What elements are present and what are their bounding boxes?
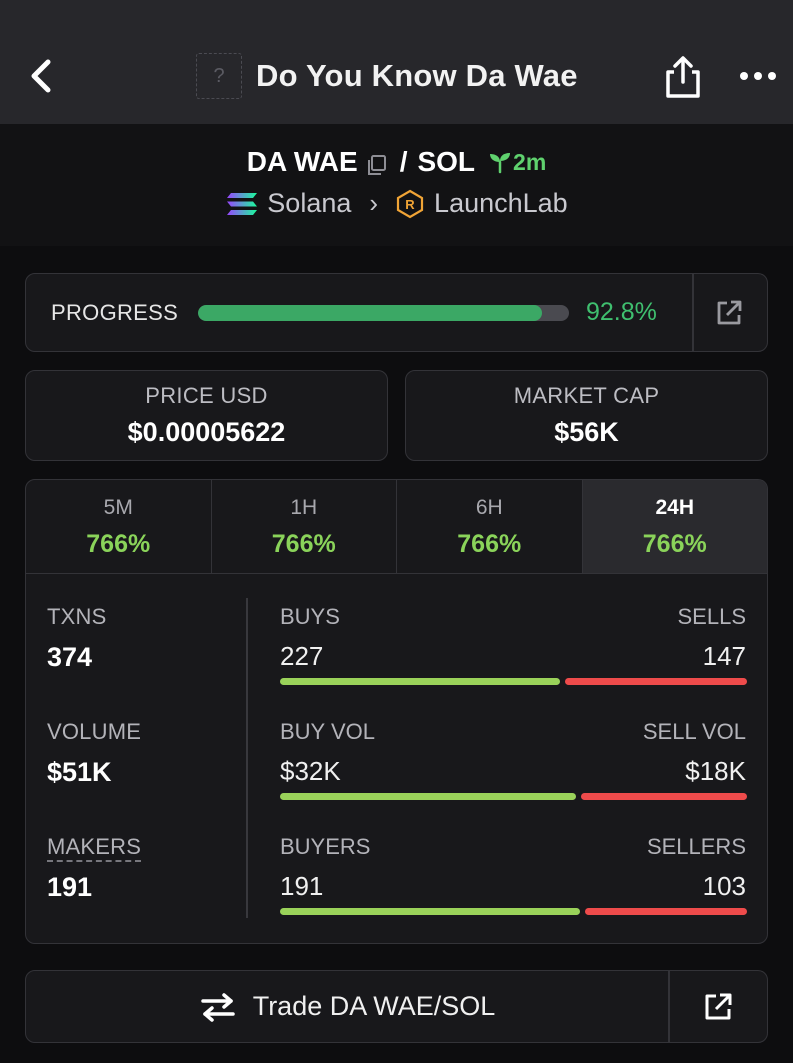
makers-label-text: MAKERS (47, 834, 142, 862)
market-cap-label: MARKET CAP (513, 383, 660, 408)
stats-card: 5M 766% 1H 766% 6H 766% 24H 766% TXNS 37… (25, 479, 768, 944)
svg-text:R: R (405, 197, 415, 212)
pair-header: DA WAE / SOL 2m (0, 124, 793, 246)
market-cap-card: MARKET CAP $56K (405, 370, 768, 461)
share-icon (666, 56, 700, 98)
buy-vol-label: BUY VOL (280, 719, 375, 744)
sellers-ratio-fill (585, 908, 747, 915)
chevron-right-icon: › (369, 188, 379, 218)
pair-separator: / (399, 146, 408, 177)
chevron-left-icon (31, 59, 51, 93)
price-label: PRICE USD (145, 383, 268, 408)
swap-arrows-icon (200, 992, 235, 1022)
sellers-label: SELLERS (646, 834, 746, 859)
tab-change: 766% (271, 530, 336, 558)
quote-symbol: SOL (417, 146, 476, 177)
timeframe-tabs: 5M 766% 1H 766% 6H 766% 24H 766% (26, 480, 767, 574)
buys-label: BUYS (280, 604, 340, 629)
tab-label: 5M (103, 496, 133, 519)
buyers-label: BUYERS (280, 834, 371, 859)
buys-ratio-fill (280, 678, 561, 685)
tab-1h[interactable]: 1H 766% (212, 480, 397, 573)
progress-bar (198, 305, 569, 321)
pair-age: 2m (487, 149, 546, 176)
back-button[interactable] (22, 52, 62, 98)
pair-age-text: 2m (513, 148, 547, 175)
txns-label: TXNS (47, 604, 107, 629)
metrics-divider (246, 598, 248, 918)
sells-ratio-fill (565, 678, 747, 685)
price-card: PRICE USD $0.00005622 (25, 370, 388, 461)
tab-5m[interactable]: 5M 766% (26, 480, 212, 573)
buy-vol-value: $32K (280, 756, 341, 786)
makers-ratio-bar (280, 908, 747, 915)
tab-label: 6H (475, 496, 503, 519)
page-title: Do You Know Da Wae (256, 58, 578, 93)
external-link-icon (717, 300, 742, 325)
sell-vol-value: $18K (685, 756, 746, 786)
trade-divider (668, 971, 670, 1042)
sellers-value: 103 (702, 871, 746, 901)
makers-value: 191 (47, 872, 93, 902)
volume-label: VOLUME (47, 719, 142, 744)
top-bar: ? Do You Know Da Wae (0, 0, 793, 124)
makers-label[interactable]: MAKERS (47, 834, 142, 862)
buyers-ratio-fill (280, 908, 581, 915)
external-link-icon (705, 993, 732, 1020)
tab-6h[interactable]: 6H 766% (397, 480, 583, 573)
progress-card: PROGRESS 92.8% (25, 273, 768, 352)
volume-ratio-bar (280, 793, 747, 800)
more-button[interactable] (738, 66, 778, 86)
title-group: ? Do You Know Da Wae (196, 52, 578, 100)
txns-value: 374 (47, 642, 93, 672)
share-button[interactable] (662, 52, 704, 100)
tab-24h[interactable]: 24H 766% (582, 480, 767, 573)
tab-change: 766% (457, 530, 522, 558)
pair-line: DA WAE / SOL 2m (0, 146, 793, 178)
dex-name[interactable]: LaunchLab (434, 188, 568, 218)
progress-value: 92.8% (586, 298, 657, 326)
tab-label: 24H (655, 496, 695, 519)
volume-value: $51K (47, 757, 112, 787)
trade-button[interactable]: Trade DA WAE/SOL (26, 971, 668, 1042)
buy-vol-ratio-fill (280, 793, 576, 800)
buys-sells-ratio-bar (280, 678, 747, 685)
token-placeholder-icon: ? (196, 53, 242, 99)
sell-vol-ratio-fill (580, 793, 747, 800)
launchlab-logo-icon: R (396, 189, 424, 218)
tab-label: 1H (290, 496, 318, 519)
progress-external-link-button[interactable] (714, 298, 744, 328)
sells-label: SELLS (677, 604, 747, 629)
sprout-icon (490, 153, 511, 174)
trade-card: Trade DA WAE/SOL (25, 970, 768, 1043)
buyers-value: 191 (280, 871, 324, 901)
trade-external-link-button[interactable] (702, 991, 734, 1023)
solana-logo-icon (227, 192, 258, 215)
chain-breadcrumb: Solana › R LaunchLab (0, 188, 793, 219)
progress-fill (198, 305, 543, 321)
market-cap-value: $56K (554, 417, 619, 447)
tab-change: 766% (642, 530, 707, 558)
progress-label: PROGRESS (51, 300, 179, 325)
progress-divider (692, 274, 694, 351)
chain-name[interactable]: Solana (267, 188, 352, 218)
buys-value: 227 (280, 641, 324, 671)
base-symbol: DA WAE (246, 146, 358, 177)
sell-vol-label: SELL VOL (642, 719, 746, 744)
tab-change: 766% (86, 530, 151, 558)
trade-button-label: Trade DA WAE/SOL (252, 991, 496, 1021)
more-horizontal-icon (740, 72, 776, 80)
price-value: $0.00005622 (127, 417, 286, 447)
copy-icon[interactable] (366, 151, 388, 175)
sells-value: 147 (702, 641, 746, 671)
